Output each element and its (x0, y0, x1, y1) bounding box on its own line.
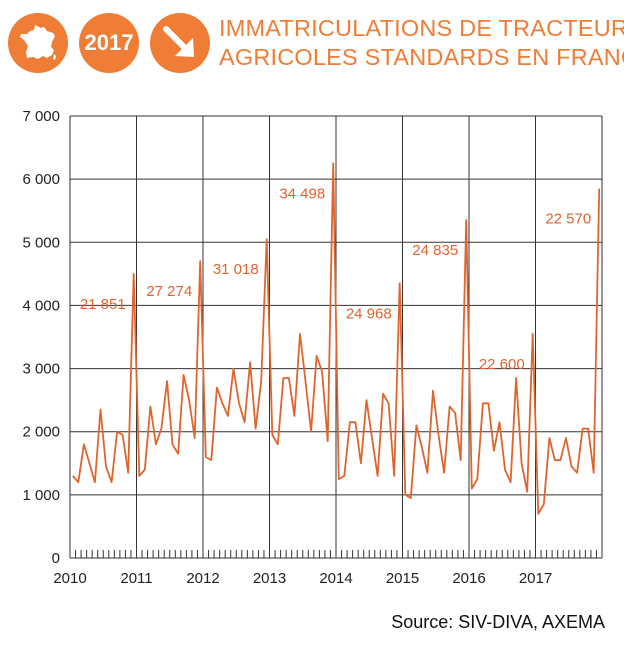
x-tick-label: 2017 (519, 570, 552, 587)
annual-total-label: 21 851 (80, 296, 126, 313)
annual-total-label: 27 274 (146, 283, 192, 300)
annual-total-annotations: 21 851 27 274 31 018 34 498 24 968 24 835 22 6… (80, 185, 591, 372)
arrow-badge (150, 13, 210, 73)
chart-header: 2017 IMMATRICULATIONS DE TRACTEURS AGRIC… (0, 0, 624, 90)
annual-total-label: 22 600 (479, 356, 525, 373)
x-axis-minor-ticks (69, 550, 603, 559)
series-line (72, 162, 601, 515)
line-chart: 0 1 000 2 000 3 000 4 000 5 000 6 000 7 000 201… (22, 108, 603, 587)
year-label: 2017 (84, 30, 134, 55)
series-line-group (72, 162, 601, 515)
source-note: Source: SIV-DIVA, AXEMA (391, 612, 605, 632)
x-tick-label: 2012 (186, 570, 219, 587)
x-tick-label: 2016 (452, 570, 485, 587)
annual-total-label: 24 968 (346, 305, 392, 322)
y-tick-label: 4 000 (22, 297, 60, 314)
y-tick-label: 2 000 (22, 424, 60, 441)
france-map-badge (8, 13, 68, 73)
title-line-2: AGRICOLES STANDARDS EN FRANCE (219, 44, 624, 70)
x-tick-label: 2010 (53, 570, 86, 587)
annual-total-label: 22 570 (545, 211, 591, 228)
diagonal-down-arrow-icon (163, 26, 194, 57)
chart-title: IMMATRICULATIONS DE TRACTEURS AGRICOLES … (219, 14, 624, 72)
year-badge: 2017 (79, 13, 139, 73)
y-tick-label: 1 000 (22, 487, 60, 504)
france-map-icon (20, 25, 56, 60)
y-tick-label: 6 000 (22, 171, 60, 188)
annual-total-label: 34 498 (279, 185, 325, 202)
y-tick-label: 0 (52, 550, 60, 567)
x-tick-label: 2013 (253, 570, 286, 587)
x-tick-label: 2011 (120, 570, 152, 587)
annual-total-label: 31 018 (213, 261, 259, 278)
y-tick-label: 3 000 (22, 361, 60, 378)
x-tick-label: 2014 (319, 570, 352, 587)
x-tick-label: 2015 (386, 570, 419, 587)
x-axis-tick-labels: 2010 2011 2012 2013 2014 2015 2016 2017 (53, 570, 552, 587)
annual-total-label: 24 835 (412, 242, 458, 259)
title-line-1: IMMATRICULATIONS DE TRACTEURS (219, 15, 624, 41)
y-tick-label: 7 000 (22, 108, 60, 125)
y-axis-tick-labels: 0 1 000 2 000 3 000 4 000 5 000 6 000 7 000 (22, 108, 60, 567)
y-tick-label: 5 000 (22, 234, 60, 251)
